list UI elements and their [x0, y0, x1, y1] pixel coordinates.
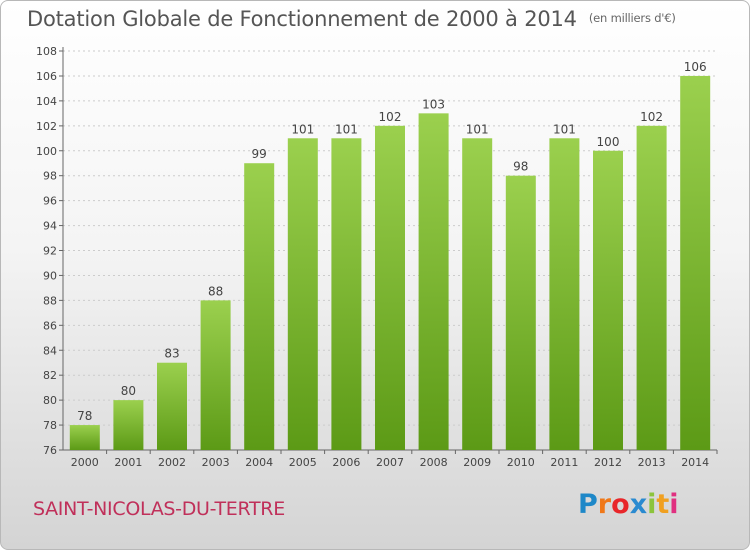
bar-2010	[505, 175, 536, 450]
x-tick-labels: 2000 2001 2002 2003 2004 2005 2006 2007 2008 2009…	[71, 456, 709, 469]
bar-2011	[549, 138, 580, 450]
bar-2007	[375, 125, 405, 450]
bar-2000	[69, 425, 100, 450]
logo-letter: i	[647, 489, 657, 520]
bar-2009	[462, 138, 493, 450]
data-label-2006: 101	[335, 122, 358, 136]
y-tick-label: 80	[43, 394, 57, 407]
y-tick-label: 104	[36, 95, 57, 108]
bar-2002	[157, 362, 187, 450]
x-tick-label-2006: 2006	[332, 456, 360, 469]
bar-2013	[636, 125, 667, 450]
x-tick-label-2013: 2013	[638, 456, 666, 469]
bar-2006	[331, 138, 362, 450]
data-label-2000: 78	[77, 409, 92, 423]
data-label-2010: 98	[513, 160, 528, 174]
bar-2001	[113, 400, 144, 450]
bar-2005	[287, 138, 318, 450]
x-tick-label-2014: 2014	[681, 456, 709, 469]
chart-title: Dotation Globale de Fonctionnement de 20…	[27, 7, 676, 31]
y-tick-label: 84	[43, 344, 57, 357]
logo-letter: t	[656, 489, 670, 520]
y-tick-label: 106	[36, 70, 57, 83]
unit-label: (en milliers d'€)	[588, 11, 676, 25]
logo-letter: o	[611, 489, 630, 520]
x-tick-label-2009: 2009	[463, 456, 491, 469]
y-tick-label: 88	[43, 294, 57, 307]
data-label-2011: 101	[553, 122, 576, 136]
y-tick-label: 78	[43, 419, 57, 432]
x-tick-label-2007: 2007	[376, 456, 404, 469]
data-label-2014: 106	[684, 60, 707, 74]
logo-letter: r	[597, 489, 612, 520]
commune-name: SAINT-NICOLAS-DU-TERTRE	[33, 498, 285, 520]
bars	[69, 75, 711, 450]
y-tick-label: 100	[36, 145, 57, 158]
x-tick-label-2003: 2003	[202, 456, 230, 469]
y-tick-label: 92	[43, 245, 57, 258]
data-label-2008: 103	[422, 97, 445, 111]
data-label-2005: 101	[291, 122, 314, 136]
x-tick-label-2002: 2002	[158, 456, 186, 469]
bar-2004	[244, 163, 275, 450]
data-label-2012: 100	[597, 135, 620, 149]
data-label-2002: 83	[164, 347, 179, 361]
x-tick-label-2004: 2004	[245, 456, 273, 469]
data-labels: 78 80 83 88 99 101 101 102 103 101 98 101 100 102 106	[77, 60, 706, 423]
y-tick-label: 86	[43, 319, 57, 332]
logo-letter: i	[669, 489, 679, 520]
y-tick-label: 98	[43, 170, 57, 183]
logo-letter: P	[578, 489, 598, 520]
y-tick-label: 90	[43, 269, 57, 282]
logo-letter: x	[629, 489, 648, 520]
data-label-2009: 101	[466, 122, 489, 136]
x-tick-label-2001: 2001	[114, 456, 142, 469]
x-tick-label-2005: 2005	[289, 456, 317, 469]
data-label-2004: 99	[252, 147, 267, 161]
y-tick-label: 108	[36, 45, 57, 58]
bar-2012	[593, 150, 623, 450]
y-tick-label: 102	[36, 120, 57, 133]
data-label-2001: 80	[121, 384, 136, 398]
bar-2014	[680, 75, 711, 450]
y-tick-label: 96	[43, 195, 57, 208]
x-tick-label-2010: 2010	[507, 456, 535, 469]
data-label-2003: 88	[208, 284, 223, 298]
data-label-2007: 102	[379, 110, 402, 124]
x-tick-label-2008: 2008	[420, 456, 448, 469]
chart-title-text: Dotation Globale de Fonctionnement de 20…	[27, 7, 577, 31]
x-tick-label-2012: 2012	[594, 456, 622, 469]
y-tick-label: 82	[43, 369, 57, 382]
y-tick-label: 76	[43, 444, 57, 457]
y-tick-label: 94	[43, 220, 57, 233]
proxiti-logo[interactable]: Proxiti	[578, 489, 679, 520]
data-label-2013: 102	[640, 110, 663, 124]
x-tick-label-2011: 2011	[550, 456, 578, 469]
y-tick-labels: 76 78 80 82 84 86 88 90 92 94 96 98 100 102 104 106 108	[36, 45, 57, 457]
x-tick-label-2000: 2000	[71, 456, 99, 469]
bar-2008	[418, 113, 449, 450]
bar-2003	[200, 300, 231, 450]
